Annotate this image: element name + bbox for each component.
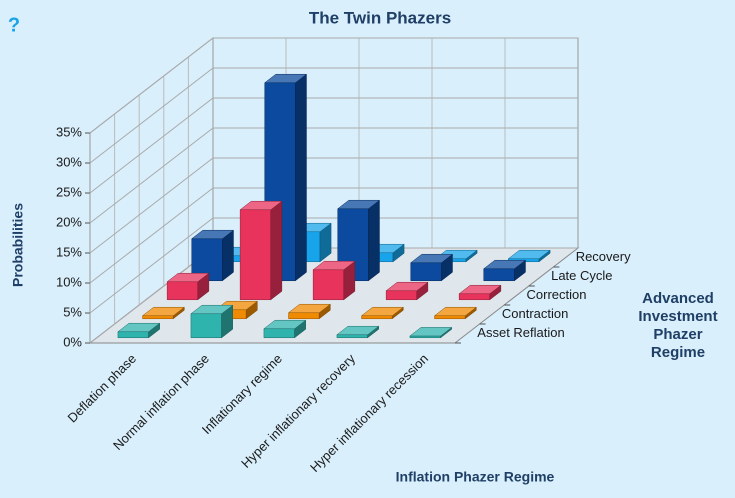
bar [287, 303, 331, 320]
grid-line [89, 67, 578, 164]
bar-top [483, 259, 527, 270]
y-axis-title: Probabilities [10, 203, 26, 287]
help-icon[interactable]: ? [8, 14, 20, 36]
bar [312, 260, 356, 301]
bar-top [507, 249, 551, 260]
bar-front [336, 334, 368, 339]
bar-top [458, 284, 502, 295]
legend-label: Asset Reflation [477, 325, 564, 340]
bar-front [312, 269, 345, 301]
bar-top [385, 281, 429, 292]
grid-line [89, 217, 578, 314]
bar [507, 249, 551, 263]
bar [410, 253, 454, 282]
bar-top [141, 306, 185, 317]
bar [483, 259, 527, 282]
bar [385, 281, 429, 301]
bar [117, 322, 161, 339]
x-tick-label: Hyper inflationary recession [307, 351, 431, 475]
bar-side [270, 200, 283, 301]
bar-front [385, 290, 418, 301]
y-tick-label: 15% [56, 244, 82, 259]
bar-top [409, 327, 453, 337]
bar-front [190, 313, 222, 339]
y-tick-label: 10% [56, 274, 82, 289]
z-axis-title: Advanced Investment Phazer Regime [638, 290, 718, 361]
bar-front [434, 315, 466, 320]
y-tick-label: 5% [63, 304, 82, 319]
bar [263, 319, 307, 339]
bar-top [337, 199, 381, 210]
bar-side [368, 199, 380, 282]
bar-front [142, 315, 174, 320]
bar [336, 325, 380, 339]
y-tick-label: 20% [56, 214, 82, 229]
bar-top [360, 306, 404, 317]
bar-front [458, 293, 491, 301]
y-tick-label: 25% [56, 184, 82, 199]
bar-top [287, 303, 331, 314]
legend-label: Recovery [576, 249, 631, 264]
x-tick-label: Inflationary regime [199, 351, 285, 437]
y-tick-label: 0% [63, 334, 82, 349]
bar-front [263, 328, 295, 339]
grid-line [89, 127, 578, 224]
x-tick-label: Deflation phase [65, 351, 139, 425]
bar-top [410, 253, 454, 264]
bar-front [410, 262, 442, 282]
bar-front [361, 315, 393, 320]
bar [239, 200, 283, 301]
legend-label: Contraction [502, 306, 568, 321]
bar [166, 272, 210, 301]
bar [409, 326, 453, 339]
grid-line [89, 187, 578, 284]
bar [360, 306, 404, 320]
bar-top [239, 200, 283, 211]
bar [191, 229, 235, 282]
bar-front [483, 268, 515, 282]
legend-label: Late Cycle [551, 268, 612, 283]
bar-top [336, 325, 380, 336]
bar [433, 306, 477, 320]
grid-line [89, 97, 578, 194]
grid-line [89, 157, 578, 254]
bar-front [288, 312, 320, 320]
bar-top [264, 73, 308, 84]
bar-top [263, 319, 307, 330]
bar-front [239, 209, 272, 301]
bar-front [409, 335, 441, 339]
y-tick-label: 30% [56, 154, 82, 169]
bar-top [191, 229, 235, 240]
bar [458, 284, 502, 301]
x-axis-title: Inflation Phazer Regime [396, 469, 555, 485]
bar-top [117, 322, 161, 333]
chart-title: The Twin Phazers [309, 8, 451, 27]
bar-top [190, 304, 234, 315]
y-tick-label: 35% [56, 124, 82, 139]
bar [141, 306, 185, 320]
bar-front [166, 281, 199, 301]
bar [190, 304, 234, 339]
bar-front [117, 331, 149, 339]
bar-top [312, 260, 356, 271]
legend-label: Correction [527, 287, 587, 302]
grid-line [89, 37, 578, 134]
bar-side [295, 73, 307, 282]
bar-top [433, 306, 477, 317]
bar-top [166, 272, 210, 283]
